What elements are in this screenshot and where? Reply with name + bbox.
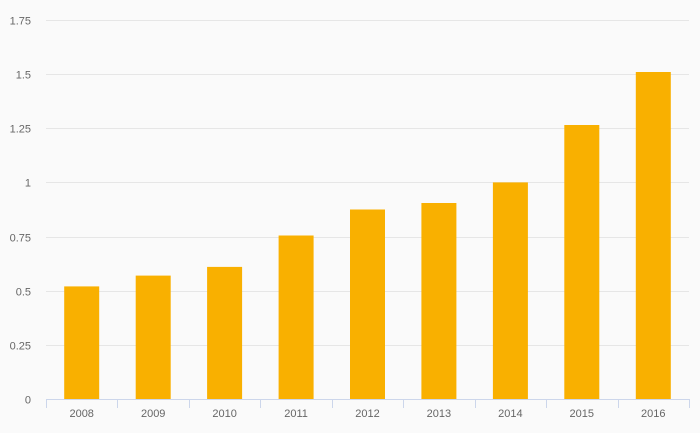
bar-2014[interactable] (492, 182, 528, 399)
x-tick-label: 2010 (212, 408, 236, 420)
x-tick-label: 2015 (570, 408, 594, 420)
bar-2016[interactable] (635, 72, 671, 399)
x-tick-label: 2014 (498, 408, 522, 420)
y-tick-label: 0.75 (10, 233, 31, 245)
x-tick-label: 2013 (427, 408, 451, 420)
x-tick-label: 2009 (141, 408, 165, 420)
x-tick-label: 2011 (284, 408, 308, 420)
y-axis-tick-labels: 0 0.25 0.5 0.75 1 1.25 1.5 1.75 (10, 16, 31, 407)
y-tick-label: 1.5 (16, 70, 31, 82)
y-tick-label: 1.25 (10, 124, 31, 136)
y-tick-label: 0 (25, 395, 31, 407)
x-tick-label: 2008 (69, 408, 93, 420)
x-tick-label: 2012 (355, 408, 379, 420)
bar-2011[interactable] (278, 235, 314, 400)
y-tick-label: 0.5 (16, 287, 31, 299)
x-tick-label: 2016 (641, 408, 665, 420)
bar-2010[interactable] (207, 266, 243, 399)
bar-2009[interactable] (135, 275, 171, 399)
bars (64, 72, 671, 399)
y-tick-label: 1 (25, 178, 31, 190)
y-tick-label: 1.75 (10, 16, 31, 28)
x-axis-tick-labels: 2008 2009 2010 2011 2012 2013 2014 2015 2016 (69, 408, 665, 420)
y-tick-label: 0.25 (10, 341, 31, 353)
bar-2012[interactable] (350, 209, 385, 400)
bar-2008[interactable] (64, 286, 100, 399)
bar-2015[interactable] (564, 125, 600, 399)
x-axis (46, 399, 690, 408)
bar-2013[interactable] (421, 203, 457, 399)
